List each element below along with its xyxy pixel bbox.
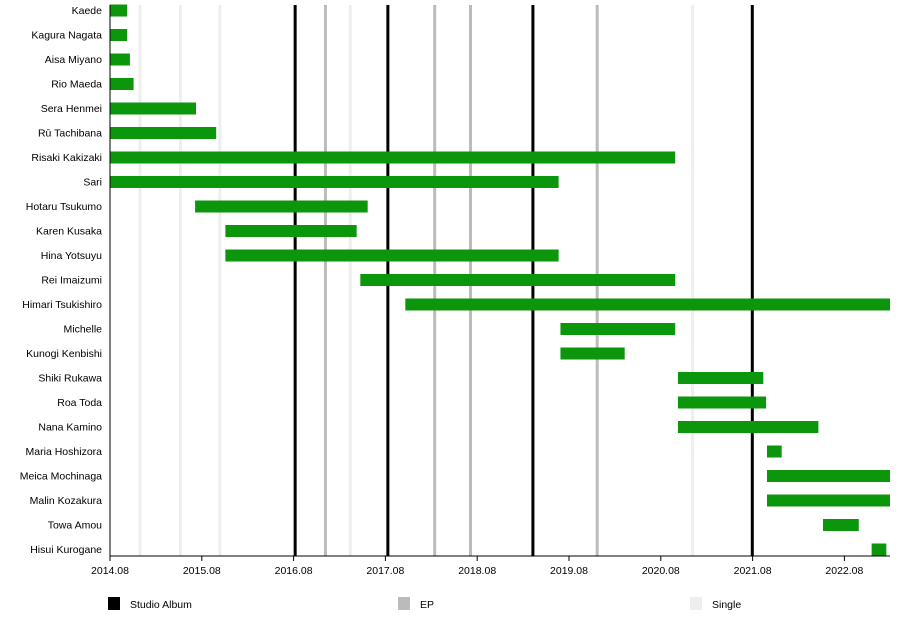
member-label: Hotaru Tsukumo — [26, 201, 102, 213]
member-label: Malin Kozakura — [30, 495, 103, 507]
member-bars — [109, 4, 890, 556]
member-bar — [109, 53, 130, 66]
legend-label: Single — [712, 599, 741, 611]
member-label: Rio Maeda — [51, 79, 102, 91]
x-tick-label: 2015.08 — [183, 565, 221, 577]
member-bar — [766, 445, 782, 458]
member-bar — [560, 323, 676, 335]
legend-swatch — [108, 597, 120, 610]
member-bar — [677, 421, 819, 433]
member-bar — [109, 176, 559, 188]
release-lines — [138, 5, 754, 556]
member-label: Kagura Nagata — [31, 30, 102, 42]
member-bar — [195, 200, 368, 213]
x-tick-label: 2017.08 — [366, 565, 404, 577]
legend-swatch — [398, 597, 410, 610]
legend-swatch — [690, 597, 702, 610]
member-bar — [109, 127, 217, 139]
member-label: Rei Imaizumi — [41, 275, 102, 287]
x-tick-label: 2019.08 — [550, 565, 588, 577]
member-label: Shiki Rukawa — [38, 373, 102, 385]
member-label: Risaki Kakizaki — [31, 152, 102, 164]
member-bar — [766, 470, 890, 482]
x-tick-label: 2018.08 — [458, 565, 496, 577]
member-bar — [225, 249, 559, 262]
member-bar — [109, 78, 134, 90]
member-bar — [871, 543, 887, 556]
x-tick-label: 2021.08 — [734, 565, 772, 577]
member-bar — [677, 372, 764, 384]
member-bar — [677, 396, 767, 409]
member-label: Karen Kusaka — [36, 226, 102, 238]
member-label: Michelle — [63, 324, 102, 336]
member-label: Roa Toda — [57, 397, 102, 409]
member-label: Hisui Kurogane — [30, 544, 102, 556]
member-bar — [109, 29, 128, 41]
x-tick-label: 2016.08 — [275, 565, 313, 577]
member-label: Maria Hoshizora — [26, 446, 103, 458]
member-bar — [766, 494, 890, 507]
member-label: Hina Yotsuyu — [41, 250, 102, 262]
member-label: Himari Tsukishiro — [22, 299, 102, 311]
legend-label: EP — [420, 599, 434, 611]
member-label: Sera Henmei — [41, 103, 102, 115]
legend-label: Studio Album — [130, 599, 192, 611]
legend: Studio Album EP Single — [108, 597, 741, 611]
member-label: Aisa Miyano — [45, 54, 102, 66]
member-bar — [360, 274, 676, 286]
member-label: Rū Tachibana — [38, 128, 102, 140]
member-label: Sari — [83, 177, 102, 189]
member-bar — [405, 298, 890, 311]
member-label: Towa Amou — [48, 520, 102, 532]
member-bar — [109, 4, 128, 17]
member-labels: Kaede Kagura Nagata Aisa Miyano Rio Maeda Se… — [20, 5, 102, 556]
x-tick-label: 2022.08 — [825, 565, 863, 577]
x-tick-label: 2020.08 — [642, 565, 680, 577]
x-axis-ticks: 2014.08 2015.08 2016.08 2017.08 2018.08 2019.… — [91, 556, 864, 577]
member-label: Kaede — [72, 5, 103, 17]
member-bar — [109, 102, 197, 115]
member-bar — [560, 347, 625, 360]
member-label: Kunogi Kenbishi — [26, 348, 102, 360]
member-label: Meica Mochinaga — [20, 471, 102, 483]
member-label: Nana Kamino — [38, 422, 102, 434]
member-bar — [225, 225, 357, 237]
x-tick-label: 2014.08 — [91, 565, 129, 577]
member-bar — [109, 151, 676, 164]
member-bar — [822, 519, 859, 531]
